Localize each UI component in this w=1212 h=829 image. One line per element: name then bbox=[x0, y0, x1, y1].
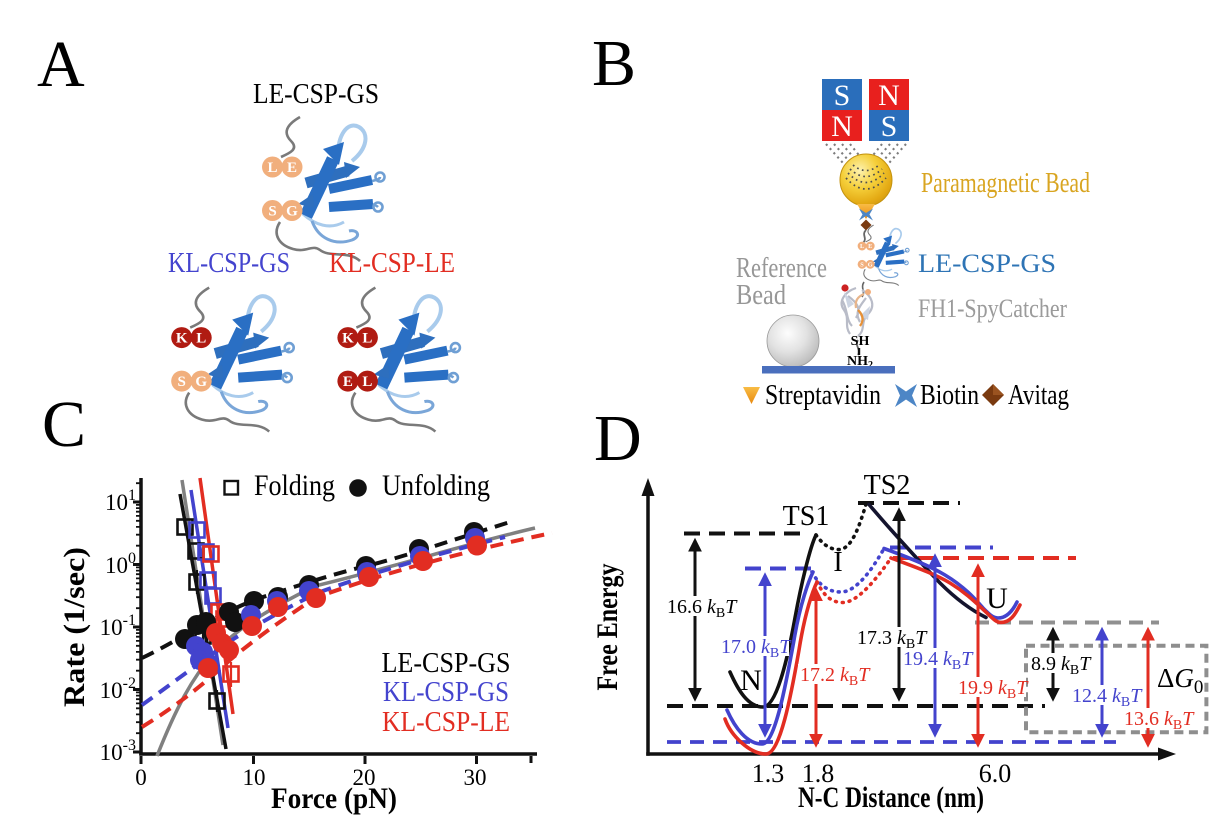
svg-text:C: C bbox=[42, 388, 86, 461]
svg-text:N: N bbox=[740, 664, 762, 697]
svg-text:D: D bbox=[594, 402, 642, 475]
svg-text:Avitag: Avitag bbox=[1008, 380, 1069, 411]
svg-text:16.6 kBT: 16.6 kBT bbox=[667, 596, 738, 621]
svg-text:A: A bbox=[37, 28, 85, 101]
svg-text:10: 10 bbox=[243, 765, 266, 790]
svg-text:L: L bbox=[362, 331, 372, 347]
svg-text:B: B bbox=[592, 27, 636, 100]
svg-text:U: U bbox=[986, 582, 1008, 615]
svg-text:1.3: 1.3 bbox=[752, 759, 785, 788]
svg-text:Free Energy: Free Energy bbox=[591, 564, 624, 691]
svg-text:ΔG0: ΔG0 bbox=[1157, 663, 1203, 698]
svg-text:LE-CSP-GS: LE-CSP-GS bbox=[918, 249, 1056, 278]
svg-text:KL-CSP-GS: KL-CSP-GS bbox=[383, 677, 509, 708]
svg-text:101: 101 bbox=[105, 487, 136, 515]
svg-text:10-3: 10-3 bbox=[100, 737, 136, 765]
svg-text:S: S bbox=[834, 79, 851, 112]
svg-text:19.9 kBT: 19.9 kBT bbox=[958, 677, 1029, 702]
svg-text:17.2 kBT: 17.2 kBT bbox=[800, 664, 871, 689]
svg-text:SH: SH bbox=[851, 334, 870, 349]
svg-text:LE-CSP-GS: LE-CSP-GS bbox=[382, 648, 511, 679]
svg-text:K: K bbox=[342, 331, 354, 347]
svg-text:KL-CSP-LE: KL-CSP-LE bbox=[382, 707, 510, 738]
svg-text:S: S bbox=[178, 374, 186, 390]
svg-text:TS2: TS2 bbox=[864, 470, 911, 501]
svg-text:Reference: Reference bbox=[736, 253, 827, 284]
svg-text:30: 30 bbox=[464, 765, 487, 790]
svg-text:1.8: 1.8 bbox=[802, 759, 835, 788]
svg-text:100: 100 bbox=[105, 550, 136, 578]
svg-text:L: L bbox=[196, 331, 206, 347]
svg-text:Force (pN): Force (pN) bbox=[271, 782, 397, 815]
svg-text:8.9 kBT: 8.9 kBT bbox=[1031, 653, 1092, 678]
svg-text:0: 0 bbox=[135, 765, 147, 790]
svg-text:10-1: 10-1 bbox=[100, 612, 136, 640]
svg-text:Biotin: Biotin bbox=[920, 380, 979, 411]
svg-text:L: L bbox=[362, 374, 372, 390]
svg-text:13.6 kBT: 13.6 kBT bbox=[1124, 708, 1195, 733]
svg-text:6.0: 6.0 bbox=[979, 759, 1012, 788]
svg-text:20: 20 bbox=[353, 765, 376, 790]
svg-text:Rate (1/sec): Rate (1/sec) bbox=[58, 547, 91, 707]
svg-text:12.4 kBT: 12.4 kBT bbox=[1072, 685, 1143, 710]
svg-text:Unfolding: Unfolding bbox=[382, 469, 490, 502]
svg-text:I: I bbox=[833, 547, 842, 578]
svg-text:10-2: 10-2 bbox=[100, 675, 136, 703]
svg-text:G: G bbox=[195, 374, 207, 390]
svg-text:19.4 kBT: 19.4 kBT bbox=[903, 648, 974, 673]
svg-text:N-C Distance (nm): N-C Distance (nm) bbox=[798, 781, 984, 814]
svg-text:Bead: Bead bbox=[736, 280, 786, 311]
svg-text:S: S bbox=[881, 110, 898, 143]
svg-text:LE-CSP-GS: LE-CSP-GS bbox=[253, 79, 379, 110]
svg-text:N: N bbox=[831, 110, 853, 143]
svg-text:N: N bbox=[878, 79, 900, 112]
svg-text:K: K bbox=[176, 331, 188, 347]
svg-text:E: E bbox=[343, 374, 353, 390]
svg-text:17.0 kBT: 17.0 kBT bbox=[721, 636, 792, 661]
svg-text:Streptavidin: Streptavidin bbox=[765, 380, 881, 411]
svg-text:Folding: Folding bbox=[254, 469, 335, 502]
svg-text:TS1: TS1 bbox=[783, 501, 830, 532]
svg-text:Paramagnetic Bead: Paramagnetic Bead bbox=[921, 168, 1090, 199]
svg-text:KL-CSP-GS: KL-CSP-GS bbox=[168, 248, 290, 279]
svg-text:KL-CSP-LE: KL-CSP-LE bbox=[329, 248, 455, 279]
svg-text:17.3 kBT: 17.3 kBT bbox=[857, 627, 928, 652]
svg-text:FH1-SpyCatcher: FH1-SpyCatcher bbox=[918, 294, 1067, 323]
